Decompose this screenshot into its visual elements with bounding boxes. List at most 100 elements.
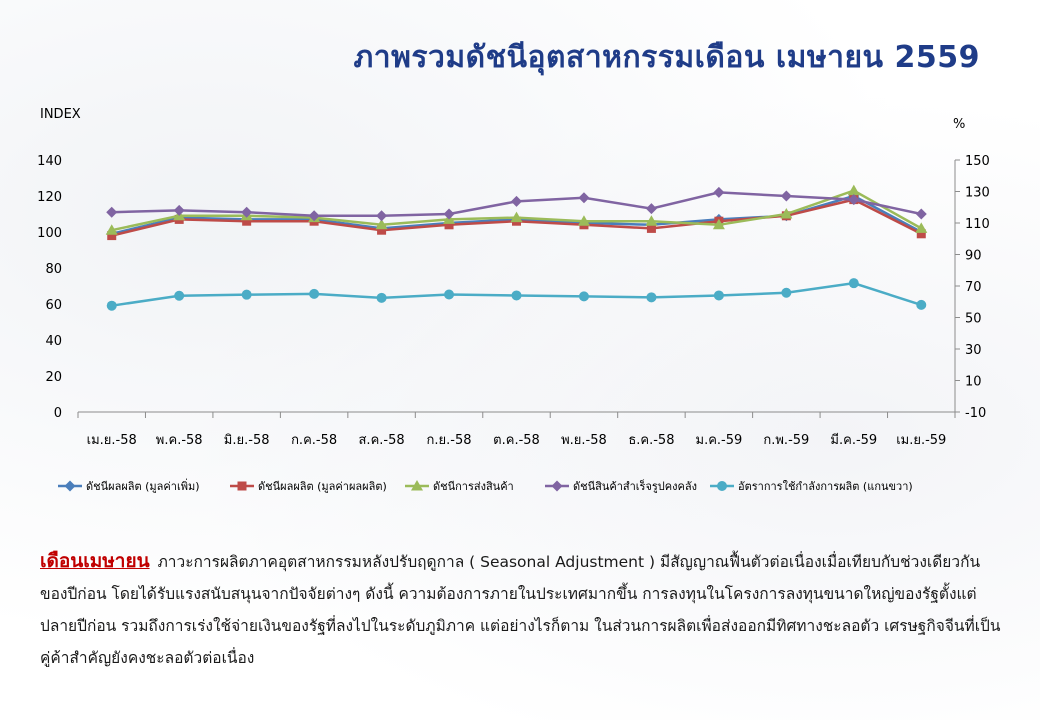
data-point <box>916 299 927 310</box>
legend-marker <box>551 480 563 492</box>
data-point <box>105 224 118 235</box>
data-point <box>915 208 927 220</box>
right-tick-label: 50 <box>965 312 982 327</box>
x-tick-label: ก.ค.-58 <box>291 433 337 448</box>
left-tick-label: 100 <box>37 226 62 241</box>
legend-marker <box>411 480 423 491</box>
data-point <box>511 195 522 207</box>
x-tick-label: ก.พ.-59 <box>763 433 809 448</box>
series-3 <box>106 186 927 222</box>
right-tick-label: 30 <box>965 343 982 358</box>
left-tick-label: 60 <box>45 298 62 313</box>
data-point <box>174 290 185 301</box>
x-tick-label: มี.ค.-59 <box>830 432 877 448</box>
data-point <box>377 225 387 235</box>
data-point <box>847 184 860 196</box>
data-point <box>375 218 388 230</box>
data-point <box>444 289 455 300</box>
legend-item: ดัชนีผลผลิต (มูลค่าผลผลิต) <box>230 480 387 493</box>
data-point <box>578 192 590 204</box>
right-tick-label: 110 <box>965 217 990 232</box>
data-point <box>242 216 252 226</box>
legend-item: ดัชนีผลผลิต (มูลค่าเพิ่ม) <box>58 478 200 493</box>
legend-item: อัตราการใช้กำลังการผลิต (แกนขวา) <box>710 480 913 493</box>
page-title: ภาพรวมดัชนีอุตสาหกรรมเดือน เมษายน 2559 <box>353 40 980 75</box>
legend-label: ดัชนีสินค้าสำเร็จรูปคงคลัง <box>573 479 697 493</box>
right-tick-label: 130 <box>965 186 990 201</box>
data-point <box>173 204 185 216</box>
data-point <box>510 211 523 223</box>
data-point <box>848 278 859 289</box>
description-paragraph: เดือนเมษายน ภาวะการผลิตภาคอุตสาหกรรมหลังป… <box>40 545 1005 674</box>
right-axis-label: % <box>953 117 965 132</box>
legend-label: ดัชนีการส่งสินค้า <box>433 480 514 493</box>
data-point <box>645 215 658 226</box>
data-point <box>578 291 589 302</box>
data-point <box>241 289 252 300</box>
data-point <box>781 287 792 298</box>
data-point <box>646 292 657 303</box>
data-point <box>916 229 926 239</box>
x-tick-label: เม.ย.-59 <box>896 433 946 448</box>
data-point <box>308 210 320 222</box>
data-point <box>106 206 118 218</box>
data-point <box>848 194 860 206</box>
data-point <box>309 288 320 299</box>
x-tick-label: มิ.ย.-58 <box>224 433 270 448</box>
legend-marker <box>237 481 247 491</box>
legend: ดัชนีผลผลิต (มูลค่าเพิ่ม) ดัชนีผลผลิต (มู… <box>58 478 913 493</box>
data-point <box>645 203 657 215</box>
legend-marker <box>717 481 727 491</box>
x-tick-label: ก.ย.-58 <box>427 433 472 448</box>
data-point <box>713 290 724 301</box>
x-tick-labels: เม.ย.-58 พ.ค.-58 มิ.ย.-58 ก.ค.-58 ส.ค.-58 ก.ย… <box>77 412 956 448</box>
left-axis-label: INDEX <box>40 107 81 122</box>
data-point <box>376 210 388 222</box>
x-tick-label: ธ.ค.-58 <box>628 433 674 448</box>
data-point <box>713 186 725 198</box>
data-point <box>780 190 792 202</box>
data-point <box>780 208 793 219</box>
right-tick-labels: -10 10 30 50 70 90 110 130 150 <box>955 154 990 421</box>
data-point <box>107 231 117 241</box>
data-point <box>443 208 455 220</box>
x-tick-label: พ.ย.-58 <box>561 433 607 448</box>
left-tick-label: 20 <box>45 370 62 385</box>
paragraph-body: ภาวะการผลิตภาคอุตสาหกรรมหลังปรับฤดูกาล (… <box>40 553 1001 667</box>
data-point <box>577 215 590 226</box>
x-tick-label: เม.ย.-58 <box>87 433 137 448</box>
right-tick-label: 70 <box>965 280 982 295</box>
data-point <box>915 222 928 233</box>
legend-label: ดัชนีผลผลิต (มูลค่าเพิ่ม) <box>86 478 200 493</box>
legend-label: ดัชนีผลผลิต (มูลค่าผลผลิต) <box>258 480 387 493</box>
legend-marker <box>64 480 76 492</box>
line-chart: INDEX % 0 20 40 60 80 100 120 140 -10 10 30 50 70 90… <box>37 107 990 493</box>
data-point <box>511 290 522 301</box>
data-point <box>241 206 253 218</box>
series-4 <box>106 278 927 311</box>
left-tick-label: 80 <box>45 262 62 277</box>
left-tick-labels: 0 20 40 60 80 100 120 140 <box>37 154 62 421</box>
legend-item: ดัชนีสินค้าสำเร็จรูปคงคลัง <box>545 479 697 493</box>
x-tick-label: พ.ค.-58 <box>156 433 203 448</box>
x-tick-label: ต.ค.-58 <box>493 433 540 448</box>
x-tick-label: ส.ค.-58 <box>359 433 405 448</box>
paragraph-lead: เดือนเมษายน <box>40 550 150 572</box>
right-tick-label: 150 <box>965 154 990 169</box>
left-tick-label: 140 <box>37 154 62 169</box>
series-group <box>105 184 928 311</box>
left-tick-label: 0 <box>54 406 62 421</box>
x-tick-label: ม.ค.-59 <box>696 433 743 448</box>
right-tick-label: 10 <box>965 375 982 390</box>
data-point <box>712 218 725 230</box>
right-tick-label: 90 <box>965 249 982 264</box>
data-point <box>646 223 656 233</box>
right-tick-label: -10 <box>965 406 986 421</box>
data-point <box>444 220 454 230</box>
left-tick-label: 120 <box>37 190 62 205</box>
left-tick-label: 40 <box>45 334 62 349</box>
data-point <box>106 300 117 311</box>
legend-item: ดัชนีการส่งสินค้า <box>405 480 514 493</box>
legend-label: อัตราการใช้กำลังการผลิต (แกนขวา) <box>738 480 913 493</box>
